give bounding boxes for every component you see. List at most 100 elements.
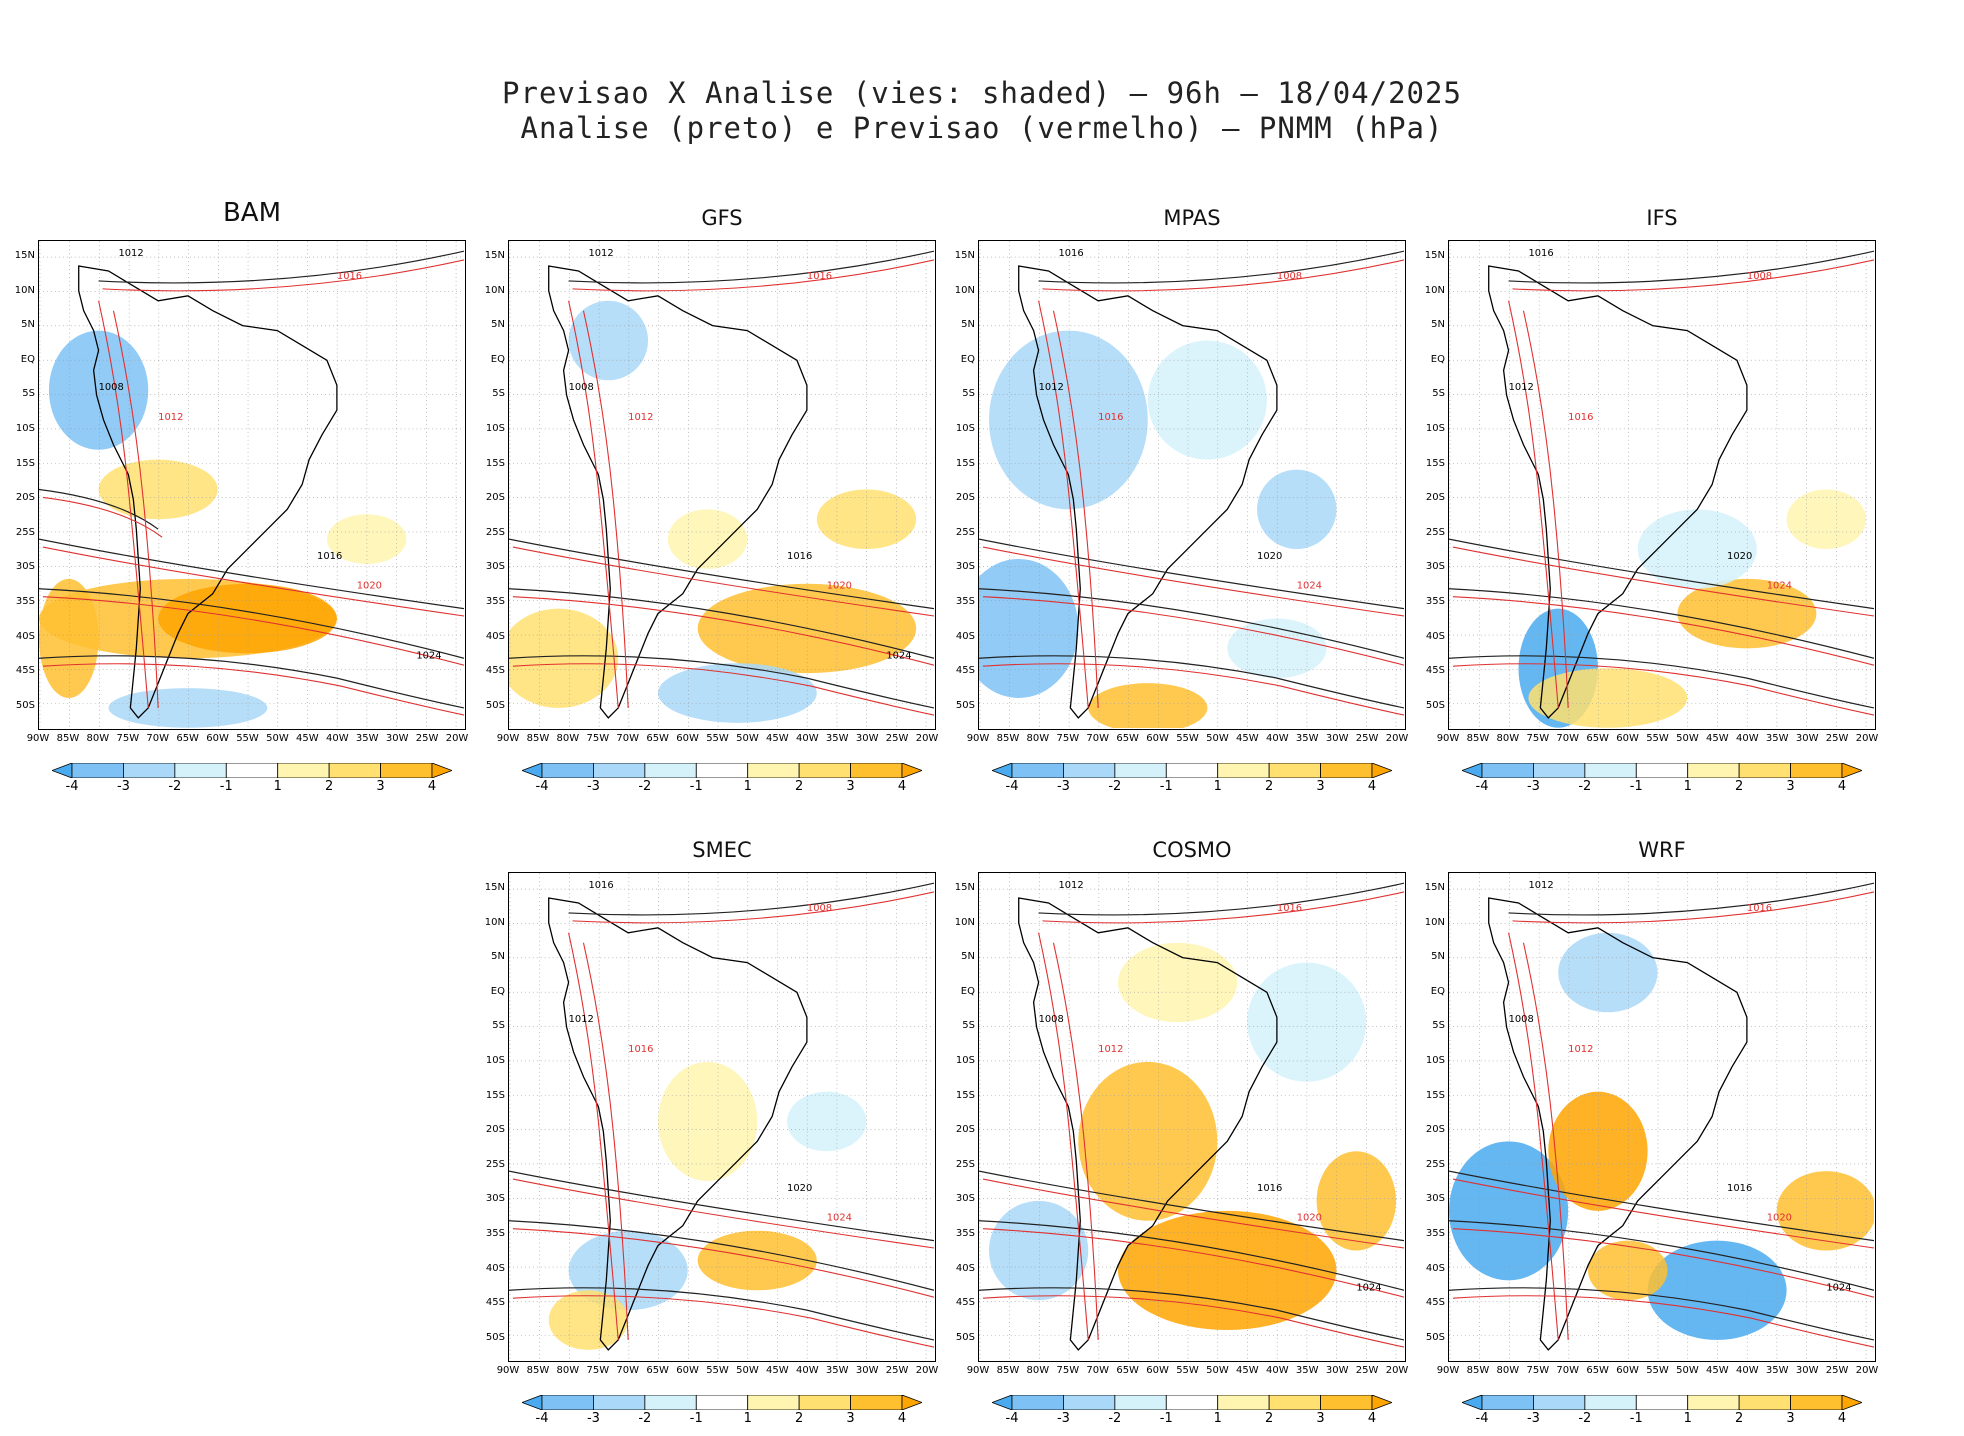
lat-tick-label: 20S (485, 492, 505, 504)
isobar-label: 1012 (1568, 1044, 1593, 1055)
map-gfs: 1012 1016 1008 1012 1016 1020 1024 (508, 240, 936, 730)
isobar-label: 1012 (1509, 382, 1534, 393)
lat-tick-label: 10S (15, 423, 35, 434)
isobar-labels-gfs: 1012 1016 1008 1012 1016 1020 1024 (569, 248, 912, 661)
lat-tick-label: 40S (1425, 1262, 1445, 1274)
forecast-isobar (1452, 596, 1874, 666)
lon-tick-label: 75W (1526, 733, 1550, 744)
colorbar-swatch (1460, 1394, 1483, 1411)
analysis-isobar (979, 655, 1404, 709)
colorbar-swatch (1114, 1394, 1167, 1411)
lat-tick-label: EQ (960, 985, 975, 997)
isobar-label: 1016 (1528, 248, 1553, 259)
lat-tick-label: 50S (1425, 699, 1445, 711)
panel-title-gfs: GFS (701, 206, 743, 230)
isobar-label: 1012 (158, 412, 183, 423)
isobar-label: 1012 (1098, 1044, 1123, 1055)
lon-tick-label: 20W (1855, 733, 1879, 744)
colorbar-swatch (541, 1394, 594, 1411)
lat-tick-label: 10S (955, 423, 975, 434)
isobars-bam (39, 250, 464, 716)
isobar-label: 1016 (1058, 248, 1083, 259)
lat-tick-label: 50S (1425, 1331, 1445, 1343)
isobar-label: 1008 (807, 903, 832, 914)
colorbar-label: -1 (219, 779, 233, 794)
forecast-isobar (1452, 1178, 1874, 1249)
analysis-isobar (509, 538, 934, 610)
lat-tick-label: 50S (485, 1331, 505, 1343)
lon-tick-label: 35W (825, 733, 849, 744)
lat-tick-label: 20S (1425, 1124, 1445, 1136)
colorbar-gfs (520, 762, 924, 782)
lat-tick-label: 50S (15, 699, 35, 711)
bias-blob (548, 1290, 629, 1350)
colorbar-label: 4 (897, 779, 907, 794)
forecast-isobar (1522, 310, 1569, 708)
bias-blob (1078, 1061, 1218, 1221)
lon-tick-label: 75W (1056, 733, 1080, 744)
forecast-isobar (42, 496, 163, 538)
lon-tick-label: 55W (1176, 1365, 1199, 1376)
forecast-isobar (1512, 891, 1874, 924)
forecast-isobar (1512, 259, 1874, 292)
analysis-isobar (1449, 1220, 1874, 1291)
forecast-isobar (1508, 932, 1559, 1340)
forecast-isobar (102, 259, 464, 292)
colorbar-label: -4 (535, 1411, 549, 1426)
lat-tick-label: 5S (1432, 388, 1445, 400)
colorbar-swatch (593, 1394, 646, 1411)
lon-tick-label: 90W (26, 733, 50, 744)
colorbar-bam (50, 762, 454, 782)
lon-tick-label: 30W (1795, 733, 1819, 744)
lon-tick-label: 85W (1466, 1365, 1490, 1376)
colorbar-swatch (1268, 762, 1321, 779)
lon-tick-label: 60W (676, 733, 699, 744)
analysis-isobar (568, 882, 934, 916)
bias-blob (98, 459, 218, 520)
forecast-isobar (582, 310, 629, 708)
colorbar-swatch (1063, 1394, 1116, 1411)
bias-blob (697, 1230, 817, 1291)
map-ifs: 1016 1008 1012 1016 1020 1024 (1448, 240, 1876, 730)
colorbar-swatch (541, 762, 594, 779)
colorbar-swatch (850, 1394, 903, 1411)
lat-tick-label: 5S (962, 388, 975, 400)
lon-tick-label: 20W (1855, 1365, 1879, 1376)
bias-blob (1548, 1091, 1648, 1211)
colorbar-label: -2 (1578, 1411, 1592, 1426)
lon-tick-label: 55W (1176, 733, 1199, 744)
lat-tick-label: 10N (484, 284, 505, 296)
colorbar-swatch (123, 762, 176, 779)
lon-tick-label: 60W (1146, 1365, 1169, 1376)
colorbar-swatch (1371, 762, 1394, 779)
forecast-isobar (512, 1178, 934, 1249)
analysis-isobar (509, 1287, 934, 1341)
forecast-isobar (982, 1295, 1404, 1348)
map-wrf: 1012 1016 1008 1012 1016 1020 1024 (1448, 872, 1876, 1362)
forecast-isobar (1452, 1228, 1874, 1298)
bias-blob (1449, 1141, 1569, 1281)
isobar-label: 1008 (99, 382, 124, 393)
bias-blob (1088, 683, 1208, 728)
map-mpas: 1016 1008 1012 1016 1020 1024 (978, 240, 1406, 730)
colorbar-label: 4 (1837, 779, 1847, 794)
isobar-label: 1020 (357, 581, 382, 592)
lat-tick-label: 10S (955, 1055, 975, 1066)
lon-tick-label: 60W (676, 1365, 699, 1376)
lat-tick-label: 45S (485, 665, 505, 677)
lat-tick-label: 15S (1425, 1089, 1445, 1101)
colorbar-label: -3 (116, 779, 130, 794)
map-canvas-cosmo: 1012 1016 1008 1012 1016 1020 1024 (979, 873, 1404, 1360)
lat-tick-label: 35S (1425, 1228, 1445, 1239)
isobar-label: 1020 (1297, 1213, 1322, 1224)
lat-tick-label: 5N (491, 319, 505, 331)
colorbar-label: -3 (1056, 1411, 1070, 1426)
colorbar-swatch (1371, 1394, 1394, 1411)
forecast-isobar (512, 596, 934, 666)
colorbar-label: -3 (1526, 779, 1540, 794)
colorbar-label: 3 (846, 1411, 855, 1426)
colorbar-label: -2 (1578, 779, 1592, 794)
lat-tick-label: 50S (955, 1331, 975, 1343)
lat-tick-label: 10S (1425, 423, 1445, 434)
map-bam: 1012 1016 1008 1012 1016 1020 1024 (38, 240, 466, 730)
